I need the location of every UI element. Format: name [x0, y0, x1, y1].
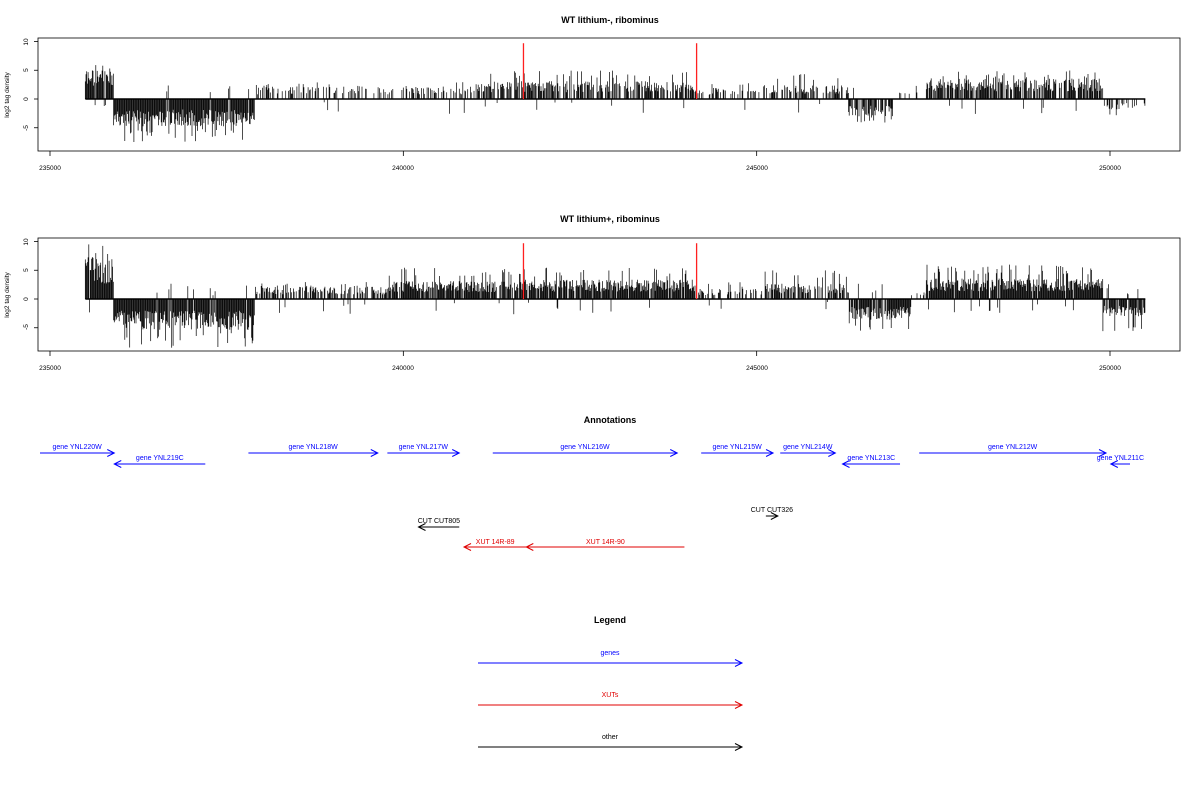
plot-frame [37, 237, 1181, 352]
y-tick-labels: 10 5 0 -5 [23, 238, 30, 330]
arrow-head [765, 449, 775, 457]
gene-arrow: gene YNL212W [919, 444, 1108, 457]
arrow-head [370, 449, 379, 457]
x-tick-label: 235000 [39, 365, 61, 372]
other-label: CUT CUT326 [751, 507, 793, 514]
legend-label: genes [600, 650, 620, 657]
y-tick-label: 5 [23, 68, 30, 72]
x-tick-labels: 235000 240000 245000 250000 [39, 165, 1121, 172]
xut-arrow: XUT 14R-90 [525, 539, 685, 551]
legend-title: Legend [594, 615, 626, 625]
y-axis-label: log2 tag density [4, 71, 11, 117]
x-tick-label: 245000 [746, 165, 768, 172]
arrow-head [107, 449, 116, 457]
gene-arrow: gene YNL211C [1097, 455, 1144, 468]
other-label: CUT CUT805 [418, 518, 460, 525]
gene-arrow: gene YNL217W [387, 444, 461, 457]
legend-item: other [478, 734, 744, 751]
density-bars [84, 244, 1146, 348]
arrow-head [670, 449, 679, 457]
gene-label: gene YNL216W [560, 444, 610, 451]
y-tick-labels: 10 5 0 -5 [23, 38, 30, 131]
y-tick-label: 0 [23, 297, 30, 301]
annotations-panel: Annotations gene YNL220W gene YNL219C gene… [40, 415, 1144, 551]
panel-title: WT lithium-, ribominus [561, 15, 659, 25]
x-tick-label: 245000 [746, 365, 768, 372]
y-tick-label: 10 [23, 238, 30, 246]
legend-item: XUTs [478, 692, 744, 709]
gene-arrow: gene YNL219C [113, 455, 206, 468]
annotations-title: Annotations [584, 415, 637, 425]
legend-item: genes [478, 650, 744, 667]
legend: Legend genes XUTs other [478, 615, 744, 751]
arrow-head [841, 460, 850, 468]
y-tick-label: -5 [23, 324, 30, 330]
gene-label: gene YNL220W [52, 444, 102, 451]
gene-arrow: gene YNL215W [701, 444, 775, 457]
x-tick-label: 240000 [392, 165, 414, 172]
gene-arrow: gene YNL216W [492, 444, 679, 457]
xut-label: XUT 14R-90 [586, 539, 625, 546]
density-bars [84, 65, 1146, 142]
legend-label: other [602, 734, 619, 741]
x-tick-labels: 235000 240000 245000 250000 [39, 365, 1121, 372]
gene-label: gene YNL213C [847, 455, 895, 462]
y-tick-label: -5 [23, 125, 30, 131]
arrow-head [734, 659, 744, 667]
xut-arrow: XUT 14R-89 [462, 539, 527, 551]
x-tick-label: 250000 [1099, 365, 1121, 372]
x-tick-label: 250000 [1099, 165, 1121, 172]
y-tick-label: 10 [23, 38, 30, 46]
arrow-head [113, 460, 122, 468]
gene-label: gene YNL215W [712, 444, 762, 451]
x-tick-label: 235000 [39, 165, 61, 172]
arrow-head [417, 523, 426, 531]
panel-title: WT lithium+, ribominus [560, 214, 660, 224]
arrow-head [525, 543, 534, 551]
other-arrow: CUT CUT326 [751, 507, 793, 520]
y-tick-label: 5 [23, 268, 30, 272]
arrow-head [770, 512, 779, 520]
arrow-head [828, 449, 837, 457]
gene-label: gene YNL214W [783, 444, 833, 451]
arrow-head [462, 543, 472, 551]
gene-arrow: gene YNL214W [780, 444, 837, 457]
gene-label: gene YNL218W [288, 444, 338, 451]
y-axis-label: log2 tag density [4, 271, 11, 317]
arrow-head [1098, 449, 1108, 457]
gene-arrow: gene YNL218W [248, 444, 379, 457]
arrow-head [734, 743, 744, 751]
xut-label: XUT 14R-89 [476, 539, 515, 546]
x-tick-label: 240000 [392, 365, 414, 372]
legend-label: XUTs [602, 692, 619, 699]
arrow-head [1109, 460, 1119, 468]
other-arrow: CUT CUT805 [417, 518, 460, 531]
gene-arrow: gene YNL220W [40, 444, 116, 457]
y-tick-label: 0 [23, 97, 30, 101]
plot-frame [37, 37, 1181, 152]
gene-label: gene YNL211C [1097, 455, 1144, 462]
arrow-head [734, 701, 744, 709]
gene-arrow: gene YNL213C [841, 455, 901, 468]
gene-label: gene YNL217W [399, 444, 449, 451]
gene-label: gene YNL219C [136, 455, 184, 462]
arrow-head [452, 449, 461, 457]
gene-label: gene YNL212W [988, 444, 1038, 451]
plot-panel-lithium-plus: WT lithium+, ribominus log2 tag density … [4, 214, 1181, 372]
plot-panel-lithium-minus: WT lithium-, ribominus log2 tag density … [4, 15, 1181, 172]
